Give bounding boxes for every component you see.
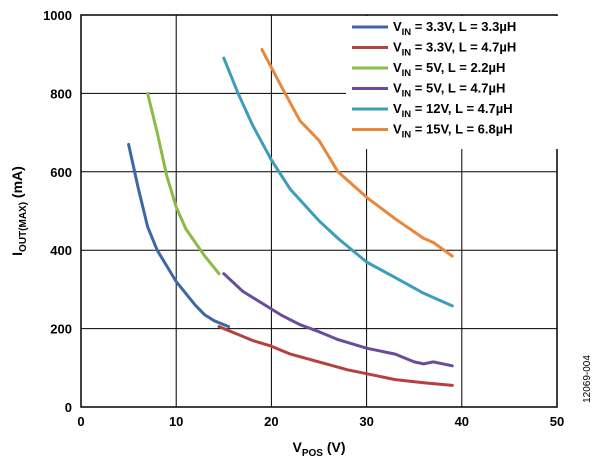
figure-id: 12069-004 [582, 355, 593, 403]
x-tick-label: 0 [77, 414, 84, 429]
series-line-6 [260, 48, 454, 258]
series-line-1 [127, 142, 231, 329]
y-tick-label: 600 [50, 165, 72, 180]
legend-label-5: VIN = 12V, L = 4.7µH [393, 101, 513, 120]
x-tick-label: 20 [264, 414, 278, 429]
legend-label-1: VIN = 3.3V, L = 3.3µH [393, 19, 516, 38]
legend-background [346, 16, 558, 149]
legend-label-2: VIN = 3.3V, L = 4.7µH [393, 40, 516, 59]
y-tick-label: 0 [65, 400, 72, 415]
series-line-4 [222, 272, 454, 368]
legend-label-6: VIN = 15V, L = 6.8µH [393, 122, 513, 141]
plot-frame [80, 14, 558, 408]
y-tick-label: 200 [50, 322, 72, 337]
y-tick-labels: 0 200 400 600 800 1000 [43, 8, 72, 415]
y-tick-label: 800 [50, 86, 72, 101]
x-tick-label: 30 [359, 414, 373, 429]
legend: VIN = 3.3V, L = 3.3µH VIN = 3.3V, L = 4.7… [346, 16, 558, 149]
series-line-2 [217, 325, 454, 387]
x-tick-label: 10 [169, 414, 183, 429]
x-tick-labels: 0 10 20 30 40 50 [77, 414, 564, 429]
y-axis-title: IOUT(MAX) (mA) [9, 166, 29, 256]
legend-label-3: VIN = 5V, L = 2.2µH [393, 60, 505, 79]
y-tick-label: 1000 [43, 8, 72, 23]
x-axis-title: VPOS (V) [292, 439, 345, 459]
legend-label-4: VIN = 5V, L = 4.7µH [393, 81, 505, 100]
x-tick-label: 40 [455, 414, 469, 429]
series-line-3 [146, 91, 221, 276]
x-tick-label: 50 [550, 414, 564, 429]
series-line-5 [222, 56, 454, 308]
series-lines [127, 48, 454, 387]
y-tick-label: 400 [50, 243, 72, 258]
